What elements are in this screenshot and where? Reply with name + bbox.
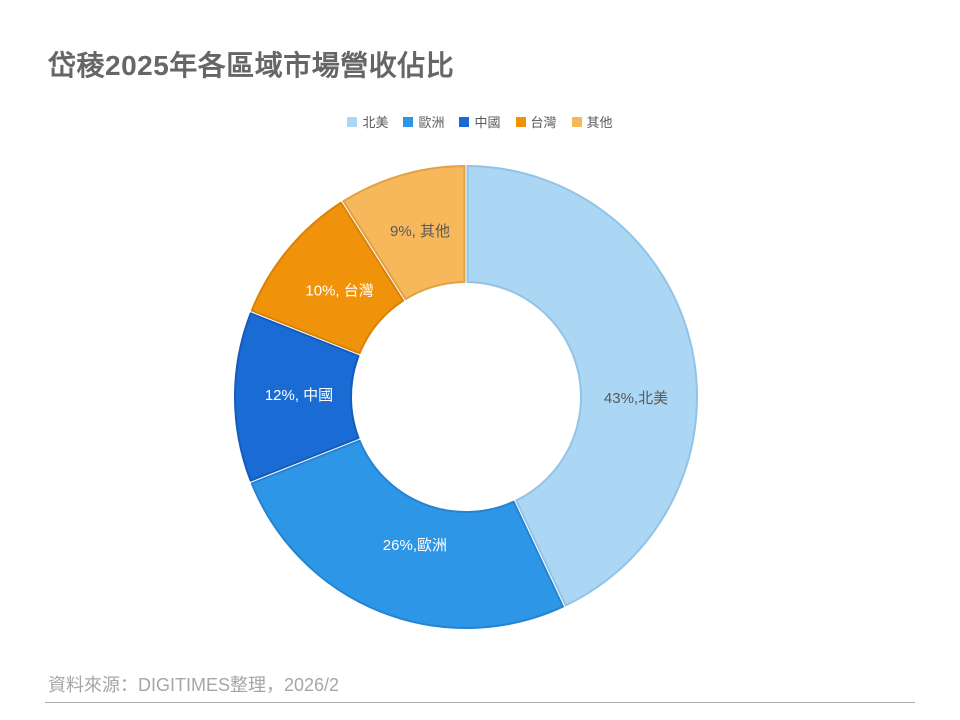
legend-item-europe: 歐洲 [403,112,444,131]
slice-label-others: 9%, 其他 [390,223,450,240]
donut-slice-europe [250,439,564,630]
donut-slice-taiwan [250,201,405,355]
slice-label-europe: 26%,歐洲 [383,537,447,554]
slice-label-china: 12%, 中國 [265,387,333,404]
legend-label-north-america: 北美 [362,115,389,130]
legend-item-taiwan: 台灣 [515,112,557,131]
legend-swatch-europe [403,116,414,127]
legend-label-china: 中國 [474,115,501,130]
legend-item-north-america: 北美 [347,112,388,131]
legend-swatch-china [459,116,470,127]
source-note: 資料來源：DIGITIMES整理，2026/2 [48,675,340,695]
legend-label-taiwan: 台灣 [530,115,557,130]
legend-label-europe: 歐洲 [418,115,445,130]
chart-title: 岱稜2025年各區域市場營收佔比 [48,50,455,81]
legend-swatch-north-america [347,116,358,127]
donut-slice-north-america [466,165,699,607]
legend-label-others: 其他 [586,115,613,130]
legend: 北美 歐洲 中國 台灣 其他 [0,112,960,131]
legend-item-china: 中國 [459,112,501,131]
slice-label-taiwan: 10%, 台灣 [305,282,373,299]
slice-label-north-america: 43%,北美 [604,390,668,407]
donut-slice-others [342,165,466,301]
legend-swatch-taiwan [515,116,526,127]
legend-swatch-others [571,116,582,127]
legend-item-others: 其他 [571,112,613,131]
donut-slice-china [233,312,360,482]
footer-divider [45,702,915,703]
